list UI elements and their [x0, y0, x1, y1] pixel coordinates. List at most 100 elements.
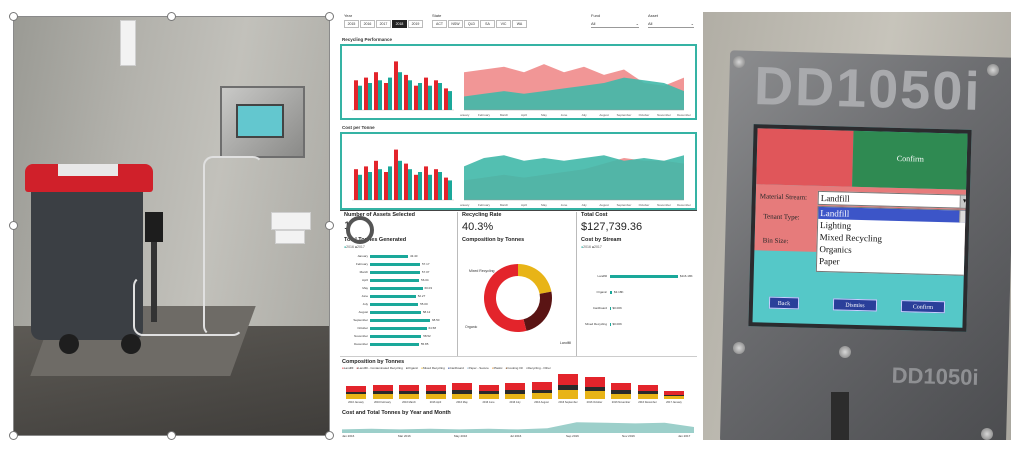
bar-mark: [354, 169, 358, 200]
tonnes-value-label: 60.03: [424, 286, 433, 290]
list-item[interactable]: Paper: [818, 255, 840, 267]
composition-donut-title: Composition by Tonnes: [462, 237, 525, 243]
resize-handle[interactable]: [9, 221, 18, 230]
axis-tick-label: December: [677, 113, 691, 117]
stack-segment: [611, 383, 631, 391]
bar-mark: [448, 91, 452, 110]
resize-handle[interactable]: [325, 221, 334, 230]
donut-label: Landfill: [560, 341, 571, 345]
reader-box: [145, 212, 163, 242]
selection-frame[interactable]: [13, 16, 330, 436]
bar-mark: [388, 77, 392, 110]
stack-segment: [372, 384, 393, 392]
axis-tick-label: Nov 2016: [622, 434, 635, 438]
cost-tonnes-title: Cost and Total Tonnes by Year and Month: [342, 410, 451, 416]
chevron-down-icon[interactable]: ▼: [959, 195, 969, 208]
stack-segment: [399, 384, 419, 392]
year-button-2019[interactable]: 2019: [408, 20, 423, 28]
chevron-down-icon: ⌄: [690, 21, 694, 26]
asset-dropdown[interactable]: All ⌄: [648, 20, 694, 28]
stack-segment: [452, 390, 472, 394]
resize-handle[interactable]: [325, 431, 334, 440]
tonnes-month-label: April: [361, 278, 368, 282]
bar-mark: [424, 77, 428, 110]
resize-handle[interactable]: [325, 12, 334, 21]
list-scrollbar[interactable]: [959, 210, 969, 223]
fund-label: Fund: [591, 13, 601, 18]
bar-mark: [424, 166, 428, 200]
stack-month-label: 2016 November: [611, 401, 631, 404]
stream-bar: [610, 291, 612, 294]
dismiss-button[interactable]: Dismiss: [832, 298, 878, 312]
stacked-column: [531, 382, 552, 399]
section-divider: [340, 356, 697, 357]
state-button-wa[interactable]: WA: [512, 20, 527, 28]
tonnes-bar: [370, 287, 423, 290]
stack-legend-item: ●Landfill - Contaminated Recycling: [356, 366, 403, 370]
stream-label: Landfill: [597, 274, 607, 278]
back-button[interactable]: Back: [768, 296, 800, 310]
axis-tick-label: February: [478, 113, 491, 117]
bar-mark: [418, 83, 422, 110]
stack-month-label: 2016 April: [429, 401, 442, 404]
resize-handle[interactable]: [167, 12, 176, 21]
stream-value-label: $116.18K: [680, 274, 693, 278]
stacked-column: [611, 383, 631, 399]
stacked-column: [584, 376, 605, 399]
recycling-performance-panel: January February March April May June July Augu…: [340, 44, 697, 120]
confirm-button[interactable]: Confirm: [900, 300, 946, 314]
stack-month-label: 2016 May: [456, 401, 468, 404]
stack-segment: [664, 394, 684, 397]
tonnes-value-label: 55.85: [420, 342, 429, 346]
bar-mark: [444, 88, 448, 110]
bar-mark: [378, 169, 382, 200]
state-button-qld[interactable]: QLD: [464, 20, 479, 28]
axis-tick-label: April: [521, 113, 527, 117]
fund-dropdown[interactable]: All ⌄: [591, 20, 639, 28]
resize-handle[interactable]: [9, 431, 18, 440]
legend-dot-icon: ●: [591, 245, 595, 249]
axis-tick-label: May: [541, 113, 547, 117]
cost-by-stream-title: Cost by Stream: [581, 237, 622, 243]
stack-segment: [346, 386, 366, 392]
axis-tick-label: December: [677, 203, 691, 207]
stack-segment: [346, 391, 366, 395]
stream-value-label: $3.18K: [614, 290, 624, 294]
state-button-vic[interactable]: VIC: [496, 20, 511, 28]
tonnes-value-label: 57.17: [422, 262, 430, 266]
tonnes-month-label: January: [357, 254, 368, 258]
year-button-2017[interactable]: 2017: [376, 20, 391, 28]
bar-mark: [448, 180, 452, 200]
bar-mark: [374, 160, 378, 200]
bin-wheel-icon: [59, 334, 79, 354]
bin-label: [58, 164, 118, 176]
state-button-sa[interactable]: SA: [480, 20, 495, 28]
bolt-icon: [839, 346, 851, 358]
stack-segment: [478, 393, 499, 399]
axis-tick-label: Sep 2016: [566, 434, 579, 438]
bar-mark: [398, 160, 402, 200]
year-button-2016[interactable]: 2016: [360, 20, 375, 28]
tonnes-value-label: 57.07: [421, 270, 430, 274]
tonnes-month-label: August: [358, 310, 368, 314]
screen-red-panel: [756, 128, 854, 187]
tonnes-value-label: 58.52: [423, 334, 431, 338]
stack-month-label: 2016 October: [586, 401, 603, 404]
total-cost-title: Total Cost: [581, 212, 608, 218]
stacked-column: [558, 374, 578, 399]
resize-handle[interactable]: [9, 12, 18, 21]
state-button-nsw[interactable]: NSW: [448, 20, 463, 28]
stack-legend-item: ●Recycling - Other: [525, 366, 551, 370]
stack-segment: [399, 391, 419, 394]
stream-bar: [610, 323, 611, 326]
resize-handle[interactable]: [167, 431, 176, 440]
bar-mark: [438, 83, 442, 110]
cost-tonnes-area-chart: [342, 422, 694, 433]
state-button-act[interactable]: ACT: [432, 20, 447, 28]
year-button-2018[interactable]: 2018: [392, 20, 407, 28]
cost-per-tonne-panel: January February March April May June July Augu…: [340, 132, 697, 210]
tonnes-bar: [370, 263, 421, 266]
stack-legend-item: ●Organic: [405, 366, 419, 370]
stack-segment: [452, 383, 472, 391]
year-button-2015[interactable]: 2015: [344, 20, 359, 28]
